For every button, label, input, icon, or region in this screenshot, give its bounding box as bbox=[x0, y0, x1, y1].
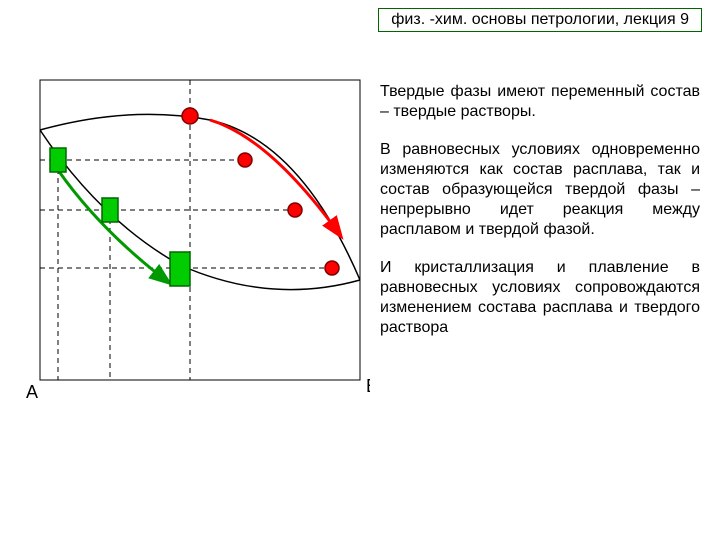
svg-text:A: A bbox=[26, 382, 38, 402]
lecture-header: физ. -хим. основы петрологии, лекция 9 bbox=[378, 8, 702, 32]
explanation-text: Твердые фазы имеют переменный состав – т… bbox=[380, 82, 700, 356]
header-text: физ. -хим. основы петрологии, лекция 9 bbox=[391, 11, 689, 28]
diagram-svg: AB bbox=[10, 70, 370, 420]
paragraph-3: И кристаллизация и плавление в равновесн… bbox=[380, 258, 700, 338]
paragraph-2: В равновесных условиях одновременно изме… bbox=[380, 140, 700, 240]
paragraph-1: Твердые фазы имеют переменный состав – т… bbox=[380, 82, 700, 122]
phase-diagram: AB bbox=[10, 70, 370, 420]
svg-text:B: B bbox=[366, 376, 370, 396]
